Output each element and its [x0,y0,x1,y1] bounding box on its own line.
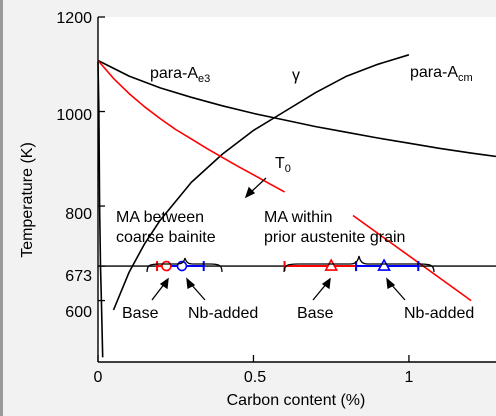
x-tick-label-0-5: 0.5 [244,369,266,386]
curve-t0_low [352,214,472,302]
label-para-ae3-sub: e3 [198,73,210,85]
label-t0: T0 [275,155,291,175]
label-base-grain: Base [297,305,334,322]
left-edge-strip [0,0,3,416]
label-gamma: γ [292,67,300,84]
curve-acm [112,54,410,311]
brace-grain [283,255,435,273]
label-para-ae3: para-Ae3 [150,65,210,85]
x-axis-title: Carbon content (%) [227,392,366,409]
label-para-acm: para-Acm [410,64,473,84]
x-tick-labels: 0 0.5 1 [94,369,414,386]
y-tick-label-1200: 1200 [56,10,92,27]
arrow-t0-head [244,186,256,199]
curve-t0 [97,59,285,193]
label-ma-grain-line2: prior austenite grain [264,229,405,246]
curve-ae3_low [97,61,104,358]
label-para-acm-sub: cm [458,72,473,84]
y-tick-label-673: 673 [65,268,92,285]
axis-ticks [97,16,410,362]
curve-layer [97,54,496,358]
marker-triangle-3 [377,258,391,271]
y-tick-labels: 1200 1000 800 673 600 [56,10,92,321]
y-axis-title: Temperature (K) [19,142,36,258]
label-ma-bainite-line1: MA between [116,209,204,226]
label-t0-sub: 0 [285,163,291,175]
label-t0-main: T [275,155,285,172]
arrow-nb-1-head [186,277,196,289]
annotation-arrows [151,177,406,301]
label-ma-bainite-line2: coarse bainite [116,229,216,246]
label-para-ae3-main: para-A [150,65,198,82]
label-para-acm-main: para-A [410,64,458,81]
y-tick-label-800: 800 [65,206,92,223]
y-tick-label-1000: 1000 [56,107,92,124]
marker-circle-0 [161,260,172,272]
plot-area [98,17,496,362]
y-tick-label-600: 600 [65,304,92,321]
arrow-base-1-head [159,277,169,290]
x-tick-label-1: 1 [405,369,414,386]
arrow-t0 [249,177,267,194]
brace-bainite [146,257,223,273]
label-ma-grain-line1: MA within [264,209,332,226]
arrow-base-2-head [321,277,331,290]
marker-triangle-2 [324,258,339,271]
arrow-nb-2-head [386,277,396,289]
label-base-bainite: Base [122,305,159,322]
x-tick-label-0: 0 [94,369,103,386]
label-nb-added-grain: Nb-added [404,305,474,322]
label-nb-added-bainite: Nb-added [188,305,258,322]
curve-ae3 [97,59,496,158]
